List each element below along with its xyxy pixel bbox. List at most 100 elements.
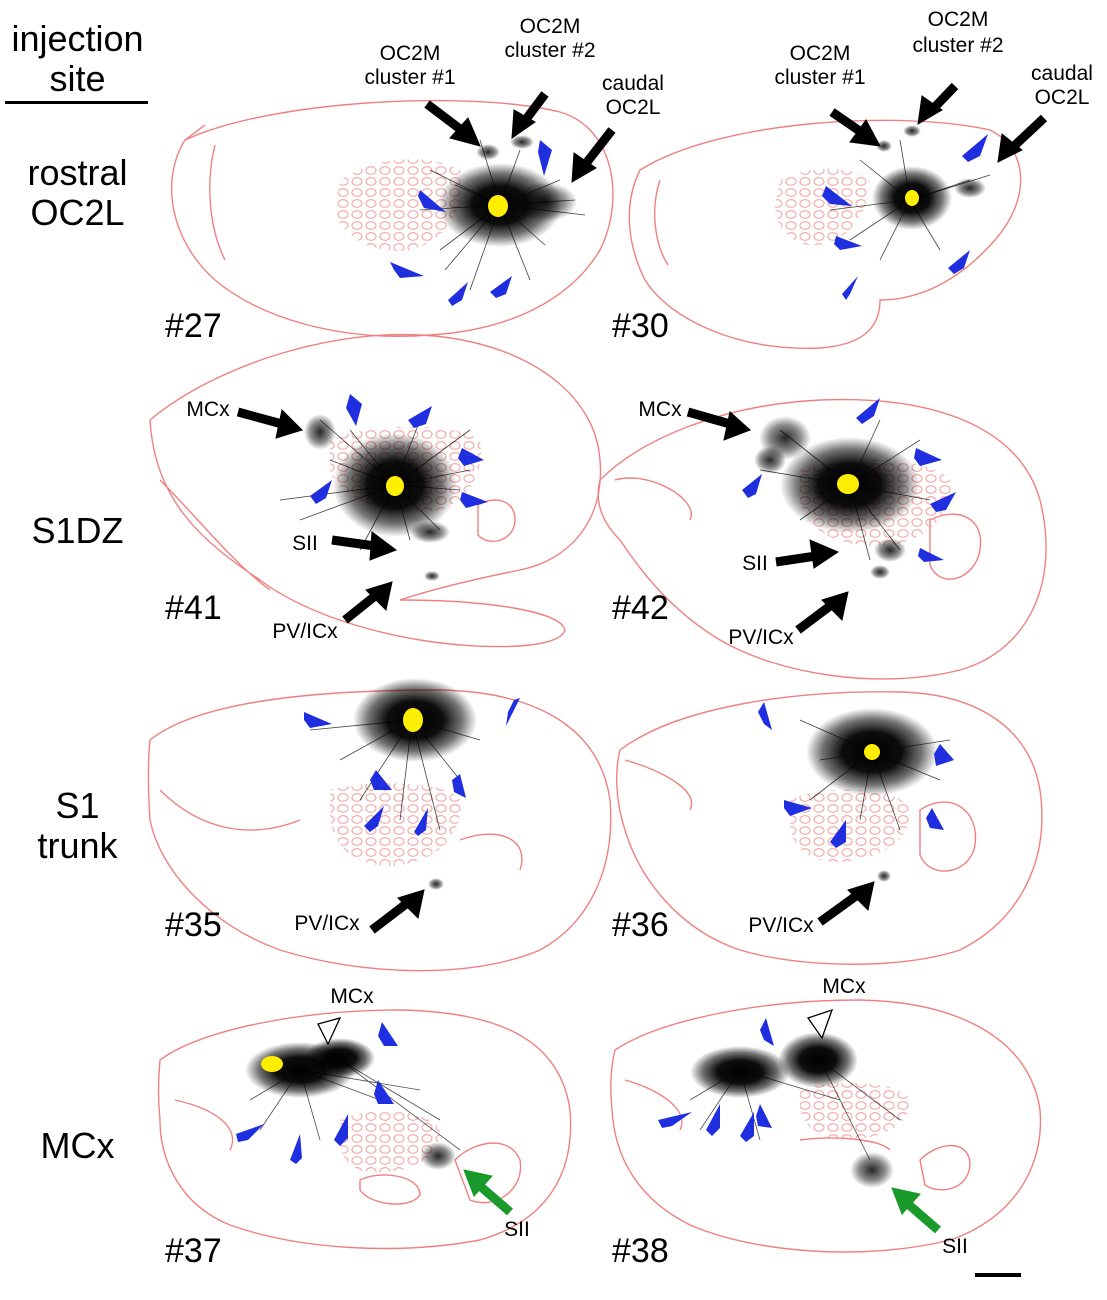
label-mcx-38: MCx bbox=[822, 975, 866, 998]
black-arrow-icon bbox=[775, 539, 840, 569]
barrel-field-30 bbox=[775, 168, 870, 246]
blue-arrowhead-icon bbox=[378, 1022, 398, 1046]
row-label-s1dz: S1DZ bbox=[31, 510, 124, 551]
case-number-35: #35 bbox=[165, 906, 222, 944]
panel-30 bbox=[628, 119, 1022, 350]
section-outline-27 bbox=[170, 99, 614, 337]
blue-arrowhead-icon bbox=[390, 262, 424, 278]
panel-27 bbox=[170, 99, 614, 337]
barrel-field-38 bbox=[800, 1082, 911, 1140]
injection-site-37 bbox=[261, 1056, 283, 1072]
barrel-field-36 bbox=[790, 789, 911, 862]
barrel-field-35 bbox=[330, 783, 461, 866]
row-label-rostral: rostral bbox=[27, 152, 128, 193]
blue-arrowhead-icon bbox=[948, 250, 970, 274]
blue-arrowhead-icon bbox=[842, 276, 858, 300]
injection-site-35 bbox=[403, 708, 423, 732]
label-oc2m-cluster1-27b: cluster #1 bbox=[364, 66, 456, 89]
label-pvicx-36: PV/ICx bbox=[748, 914, 814, 937]
blue-arrowhead-icon bbox=[334, 1114, 348, 1146]
label-sii-41: SII bbox=[292, 532, 318, 555]
case-number-38: #38 bbox=[612, 1232, 669, 1270]
label-oc2m-cluster2-27b: cluster #2 bbox=[504, 39, 596, 62]
label-sii-37: SII bbox=[504, 1218, 530, 1241]
blue-arrowhead-icon bbox=[740, 1112, 754, 1142]
blue-arrowhead-icon bbox=[310, 480, 332, 504]
label-mcx-42: MCx bbox=[638, 398, 682, 421]
scale-bar bbox=[975, 1273, 1021, 1277]
black-arrow-icon bbox=[331, 531, 398, 561]
black-arrow-icon bbox=[997, 114, 1048, 163]
injection-site-30 bbox=[905, 190, 919, 206]
blue-arrowhead-icon bbox=[364, 806, 384, 832]
section-outline-41 bbox=[149, 333, 602, 648]
blue-arrowhead-icon bbox=[742, 474, 762, 498]
black-arrow-icon bbox=[342, 581, 393, 624]
blue-arrowhead-icon bbox=[538, 140, 552, 176]
blue-arrowhead-icon bbox=[408, 406, 432, 428]
label-oc2m-cluster1-27a: OC2M bbox=[379, 42, 441, 65]
injection-site-41 bbox=[386, 476, 404, 496]
row-label-mcx: MCx bbox=[40, 1125, 115, 1166]
case-number-36: #36 bbox=[612, 906, 669, 944]
section-outline-42 bbox=[597, 398, 1047, 680]
case-number-42: #42 bbox=[612, 589, 669, 627]
blue-arrowhead-icon bbox=[856, 398, 880, 424]
label-pvicx-41: PV/ICx bbox=[272, 620, 338, 643]
injection-site-27 bbox=[488, 195, 508, 217]
panel-38 bbox=[610, 999, 1042, 1253]
blue-arrowheads bbox=[236, 134, 988, 1164]
blue-arrowhead-icon bbox=[418, 190, 446, 212]
blue-arrowhead-icon bbox=[346, 394, 362, 426]
blue-arrowhead-icon bbox=[452, 774, 466, 798]
panel-35 bbox=[147, 678, 612, 972]
section-outline-36 bbox=[616, 691, 1043, 965]
blue-arrowhead-icon bbox=[962, 134, 988, 162]
blue-arrowhead-icon bbox=[460, 492, 488, 508]
barrel-field-37 bbox=[339, 1111, 440, 1173]
blue-arrowhead-icon bbox=[758, 702, 772, 730]
blue-arrowhead-icon bbox=[490, 276, 512, 298]
blue-arrowhead-icon bbox=[760, 1018, 774, 1046]
label-pvicx-42: PV/ICx bbox=[728, 626, 794, 649]
black-arrow-icon bbox=[686, 407, 751, 441]
label-oc2m-cluster2-30b: cluster #2 bbox=[912, 34, 1004, 57]
injection-site-42 bbox=[837, 474, 859, 494]
panel-42 bbox=[597, 398, 1047, 680]
label-caudal-oc2l-27a: caudal bbox=[602, 72, 664, 95]
row-label-oc2l: OC2L bbox=[30, 192, 125, 233]
label-caudal-oc2l-27b: OC2L bbox=[605, 96, 661, 119]
blue-arrowhead-icon bbox=[506, 698, 520, 726]
blue-arrowhead-icon bbox=[930, 492, 956, 512]
case-number-27: #27 bbox=[165, 307, 222, 345]
label-oc2m-cluster1-30a: OC2M bbox=[789, 42, 851, 65]
black-arrows bbox=[236, 82, 1048, 934]
blue-arrowhead-icon bbox=[784, 800, 812, 816]
black-arrow-icon bbox=[829, 108, 881, 147]
barrel-field-27 bbox=[335, 159, 463, 251]
blue-arrowhead-icon bbox=[448, 282, 468, 306]
black-arrow-icon bbox=[917, 82, 959, 125]
label-sii-42: SII bbox=[742, 552, 768, 575]
blue-arrowhead-icon bbox=[756, 1104, 772, 1128]
row-label-trunk: trunk bbox=[37, 825, 118, 866]
blue-arrowhead-icon bbox=[458, 448, 484, 466]
label-mcx-37: MCx bbox=[330, 985, 374, 1008]
panel-36 bbox=[616, 691, 1043, 965]
blue-arrowhead-icon bbox=[918, 548, 944, 562]
section-outline-37 bbox=[157, 1009, 572, 1250]
header-rule bbox=[5, 101, 148, 104]
label-caudal-oc2l-30b: OC2L bbox=[1034, 86, 1090, 109]
label-pvicx-35: PV/ICx bbox=[294, 912, 360, 935]
green-arrow-icon bbox=[891, 1187, 941, 1234]
label-sii-38: SII bbox=[942, 1235, 968, 1258]
blue-arrowhead-icon bbox=[290, 1134, 302, 1164]
black-arrow-icon bbox=[424, 100, 481, 147]
section-outline-30 bbox=[628, 119, 1022, 350]
green-arrow-icon bbox=[463, 1169, 513, 1216]
blue-arrowhead-icon bbox=[304, 712, 332, 728]
blue-arrowhead-icon bbox=[658, 1112, 692, 1128]
case-number-30: #30 bbox=[612, 307, 669, 345]
blue-arrowhead-icon bbox=[706, 1104, 720, 1136]
